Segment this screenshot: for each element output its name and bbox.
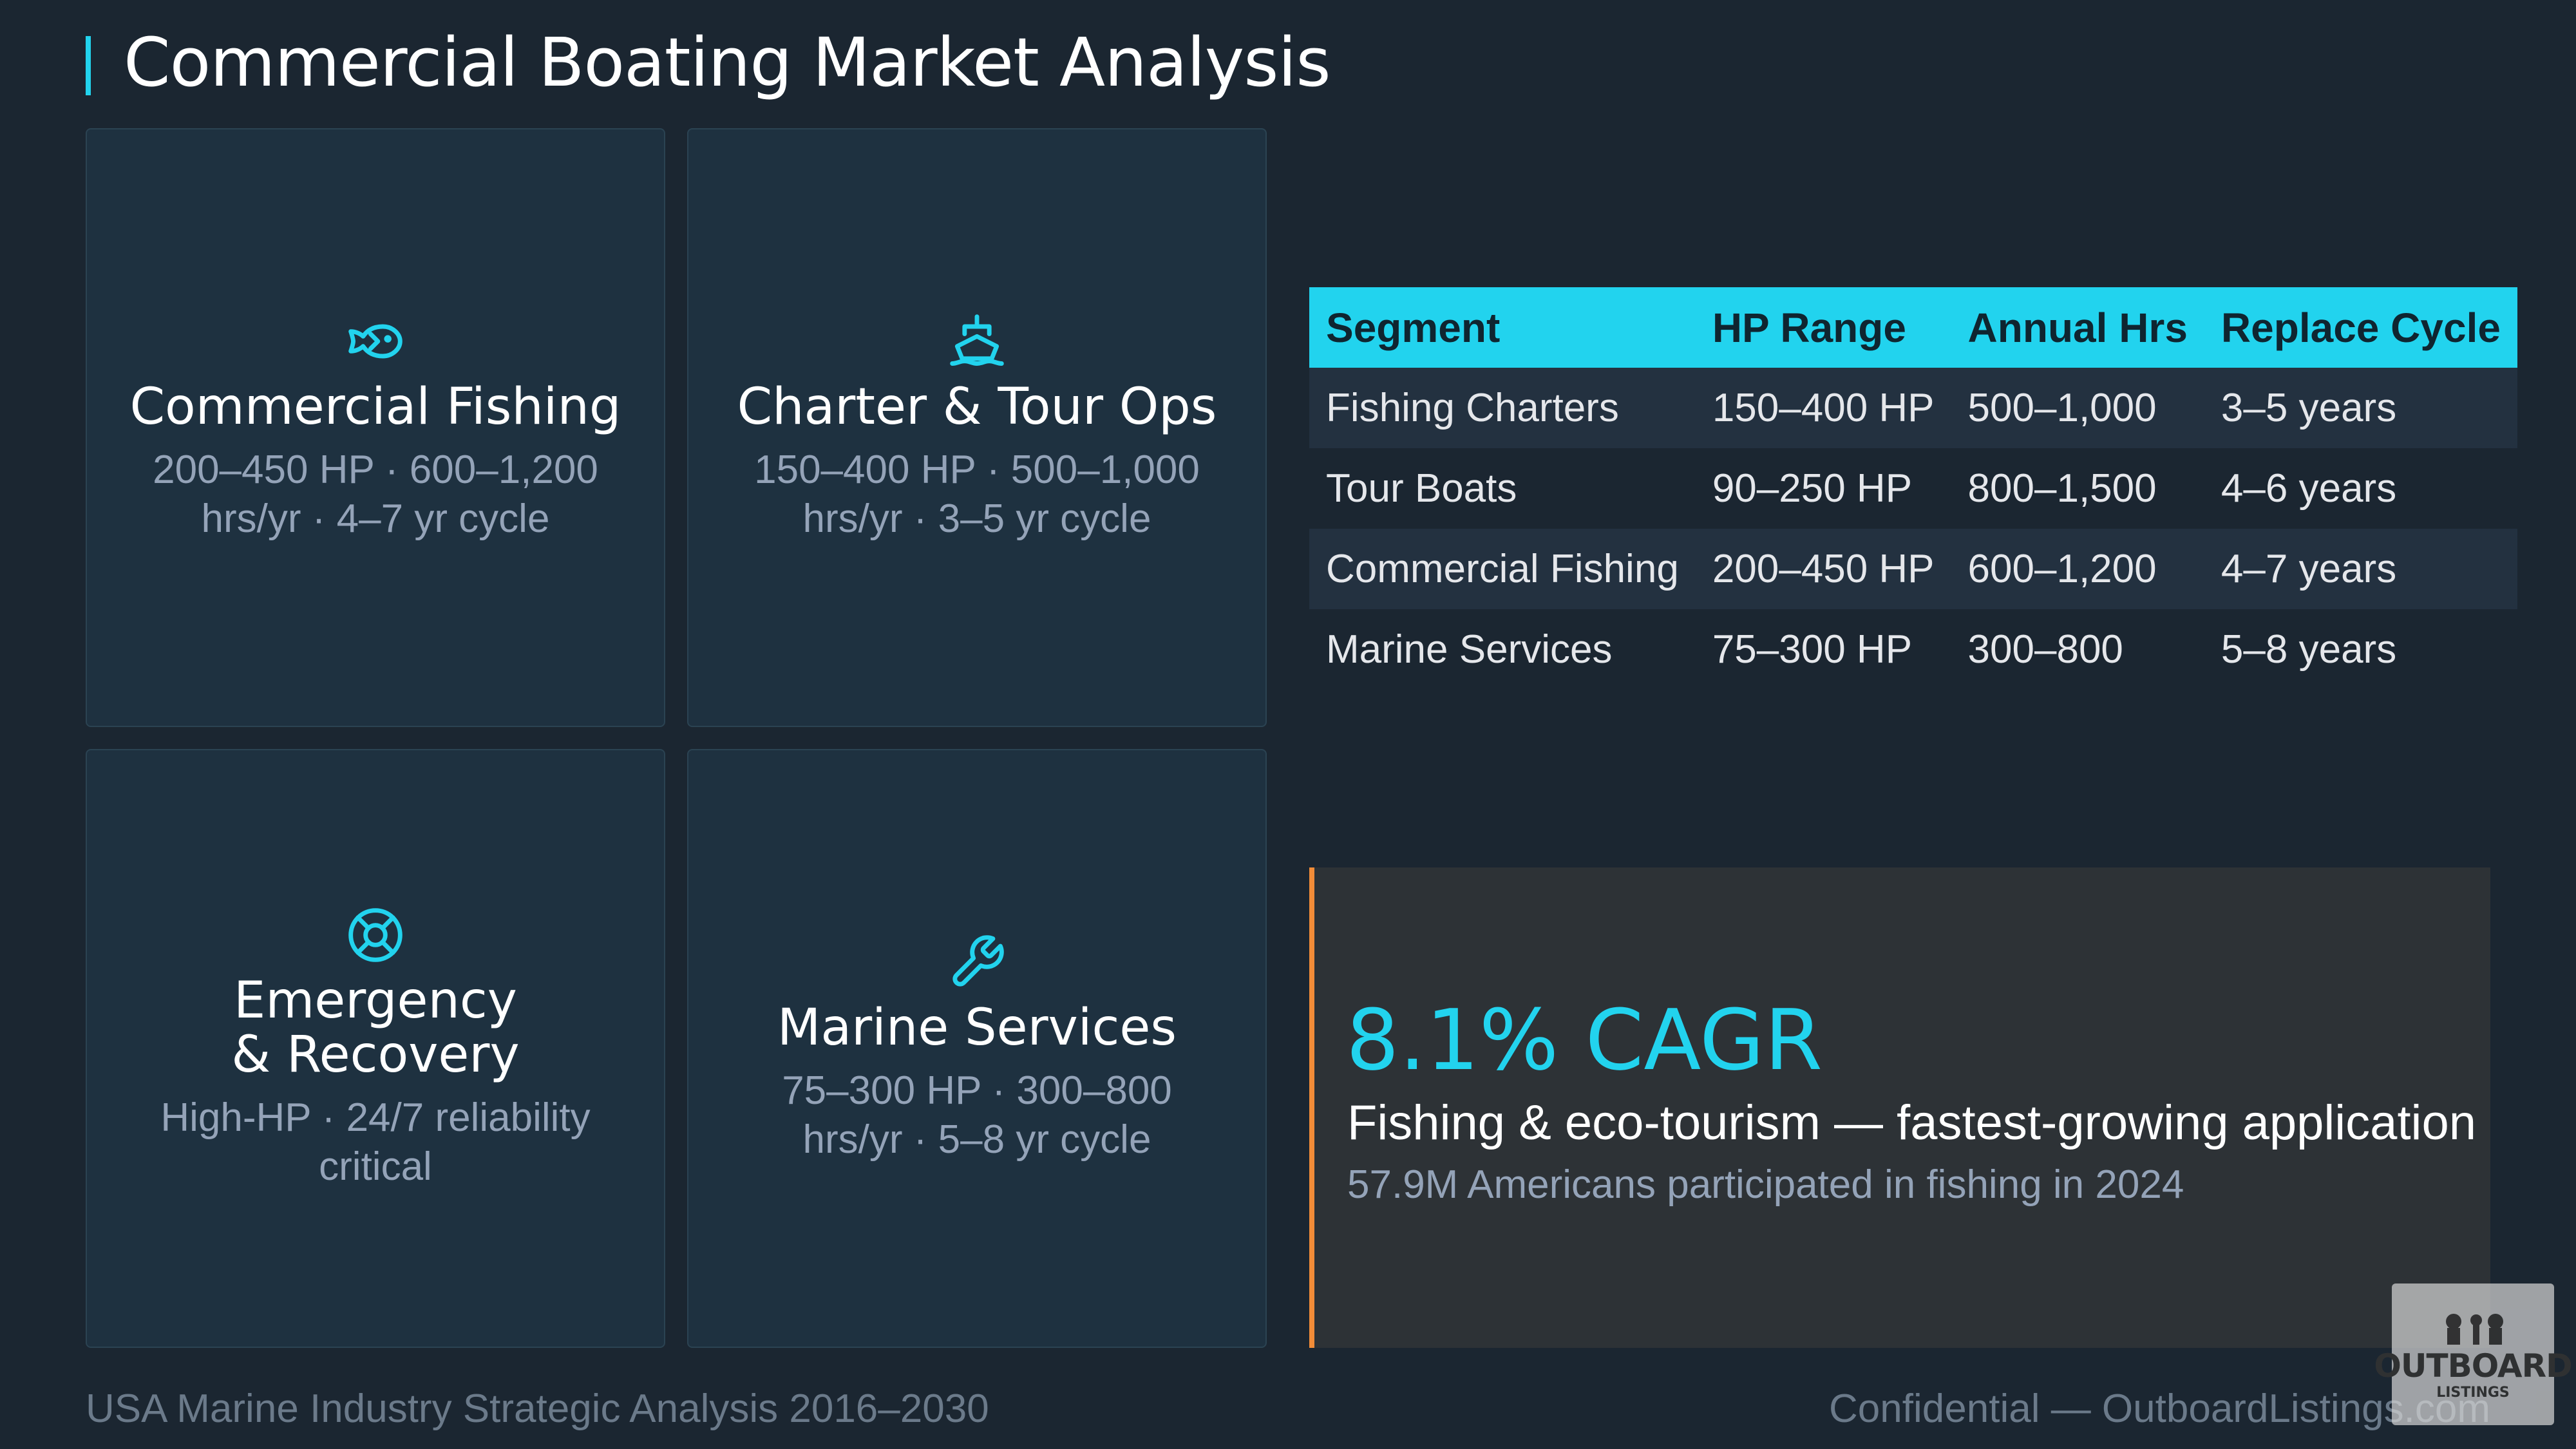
table-cell: 4–6 years [2221, 466, 2397, 511]
table-cell: 800–1,500 [1967, 466, 2157, 511]
table-cell: 200–450 HP [1695, 529, 1951, 609]
column-header: HP Range [1695, 287, 1951, 368]
table-cell: Commercial Fishing [1309, 529, 1696, 609]
title-accent-bar [86, 36, 91, 95]
card-title: Charter & Tour Ops [737, 378, 1217, 436]
footer-confidential: Confidential — OutboardListings.com [1829, 1387, 2490, 1431]
ship-icon [947, 312, 1007, 371]
cagr-metric: 8.1% CAGR [1346, 991, 1823, 1089]
card-emergency-recovery: Emergency & Recovery High-HP · 24/7 reli… [86, 749, 665, 1348]
table-row: Commercial Fishing 200–450 HP 600–1,200 … [1309, 529, 2517, 609]
logo-subtext: LISTINGS [2436, 1384, 2510, 1401]
table-cell: 5–8 years [2221, 627, 2397, 672]
column-header: Segment [1309, 287, 1696, 368]
table-cell: 300–800 [1967, 627, 2123, 672]
highlight-subtext: 57.9M Americans participated in fishing … [1347, 1162, 2184, 1207]
card-description: 75–300 HP · 300–800 hrs/yr · 5–8 yr cycl… [782, 1068, 1172, 1162]
table-cell: 3–5 years [2204, 368, 2517, 448]
table-cell: Marine Services [1326, 627, 1613, 672]
segment-table: Segment HP Range Annual Hrs Replace Cycl… [1309, 287, 2517, 690]
table-cell: 600–1,200 [1951, 529, 2204, 609]
table-cell: Tour Boats [1326, 466, 1517, 511]
table-cell: 500–1,000 [1951, 368, 2204, 448]
card-description: 200–450 HP · 600–1,200 hrs/yr · 4–7 yr c… [153, 448, 598, 541]
table-cell: 4–7 years [2204, 529, 2517, 609]
page-title: Commercial Boating Market Analysis [124, 23, 1331, 102]
card-charter-tour-ops: Charter & Tour Ops 150–400 HP · 500–1,00… [687, 128, 1267, 727]
card-title: Commercial Fishing [129, 378, 621, 436]
card-title: Emergency & Recovery [231, 972, 520, 1084]
life-ring-icon [346, 905, 405, 965]
table-header-row: Segment HP Range Annual Hrs Replace Cycl… [1309, 287, 2517, 368]
card-title: Marine Services [777, 999, 1177, 1057]
highlight-box [1309, 867, 2490, 1348]
table-cell: 90–250 HP [1712, 466, 1913, 511]
table-row: Tour Boats 90–250 HP 800–1,500 4–6 years [1309, 448, 2517, 529]
table-cell: 150–400 HP [1695, 368, 1951, 448]
footer-source: USA Marine Industry Strategic Analysis 2… [86, 1387, 989, 1431]
column-header: Replace Cycle [2204, 287, 2517, 368]
outboard-listings-logo: OUTBOARD LISTINGS [2374, 1283, 2573, 1425]
fish-icon [346, 312, 405, 371]
card-commercial-fishing: Commercial Fishing 200–450 HP · 600–1,20… [86, 128, 665, 727]
table-row: Fishing Charters 150–400 HP 500–1,000 3–… [1309, 368, 2517, 448]
card-description: High-HP · 24/7 reliability critical [160, 1095, 591, 1189]
highlight-text: Fishing & eco-tourism — fastest-growing … [1347, 1095, 2476, 1150]
table-cell: Fishing Charters [1309, 368, 1696, 448]
wrench-icon [947, 933, 1007, 992]
card-marine-services: Marine Services 75–300 HP · 300–800 hrs/… [687, 749, 1267, 1348]
table-cell: 75–300 HP [1712, 627, 1913, 672]
column-header: Annual Hrs [1951, 287, 2204, 368]
table-row: Marine Services 75–300 HP 300–800 5–8 ye… [1309, 609, 2517, 690]
card-description: 150–400 HP · 500–1,000 hrs/yr · 3–5 yr c… [754, 448, 1200, 541]
logo-text: OUTBOARD [2374, 1347, 2572, 1385]
logo-figures-icon [2446, 1313, 2503, 1345]
